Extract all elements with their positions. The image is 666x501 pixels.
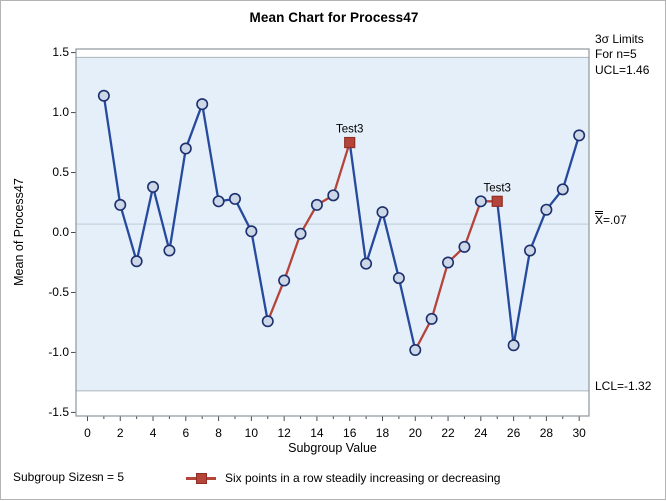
data-point-marker <box>163 244 176 257</box>
data-point-marker <box>179 142 192 155</box>
ucl-label: UCL=1.46 <box>595 63 650 77</box>
subgroup-n-label: n = 5 <box>97 470 125 484</box>
sigma-limits-line2: For n=5 <box>595 47 637 61</box>
data-point-marker <box>458 240 471 253</box>
data-point-marker <box>360 257 373 270</box>
series-segment <box>201 103 220 203</box>
x-tick-label: 22 <box>441 426 455 440</box>
data-point-marker <box>327 189 340 202</box>
series-segment-flagged <box>463 200 482 249</box>
x-tick-label: 30 <box>572 426 586 440</box>
data-point-marker <box>261 315 274 328</box>
x-tick-label: 14 <box>310 426 324 440</box>
series-segment <box>364 210 384 265</box>
series-segment-flagged <box>430 261 450 321</box>
data-point-marker <box>523 244 536 257</box>
data-point-marker <box>114 198 127 211</box>
legend-entry-label: Six points in a row steadily increasing … <box>225 471 501 485</box>
series-segment-flagged <box>283 232 302 282</box>
xbar-label: X=.07 <box>595 211 666 228</box>
series-segment <box>348 141 368 265</box>
sigma-limits-note: 3σ Limits For n=5 <box>595 32 666 62</box>
x-tick-label: 4 <box>149 426 157 440</box>
series-segment <box>250 230 269 323</box>
series-segment <box>496 200 515 347</box>
data-point-marker <box>573 129 586 142</box>
x-tick-label: 6 <box>182 426 190 440</box>
legend-red-square-icon <box>196 473 207 484</box>
series-segment <box>184 103 204 150</box>
x-tick-label: 20 <box>408 426 422 440</box>
y-tick-label: 1.5 <box>52 45 69 60</box>
series-segment <box>512 249 532 347</box>
data-point-marker <box>196 98 209 111</box>
series-segment <box>168 147 187 252</box>
legend: Six points in a row steadily increasing … <box>186 470 500 486</box>
series-segment <box>528 208 548 252</box>
data-point-marker <box>294 227 307 240</box>
x-tick-label: 0 <box>84 426 91 440</box>
series-segment <box>381 210 401 280</box>
plot-frame <box>75 48 590 417</box>
series-segment <box>151 185 171 252</box>
data-point-marker <box>376 206 389 219</box>
chart-title: Mean Chart for Process47 <box>249 10 419 25</box>
x-tick-label: 28 <box>539 426 554 440</box>
data-point-marker <box>97 89 110 102</box>
x-tick-label: 2 <box>116 426 124 440</box>
x-tick-label: 18 <box>375 426 390 440</box>
y-tick-label: 1.0 <box>52 105 69 120</box>
x-tick-label: 12 <box>277 426 291 440</box>
x-tick-label: 26 <box>506 426 521 440</box>
sigma-limits-line1: 3σ Limits <box>595 32 644 46</box>
data-point-marker <box>278 274 291 287</box>
xbar-symbol: X <box>595 211 604 227</box>
series-segment <box>119 203 138 263</box>
y-tick-label: 0.0 <box>52 225 69 239</box>
data-point-marker <box>425 312 438 325</box>
footer: Subgroup Sizes n = 5 Six points in a row… <box>1 470 666 494</box>
test3-label: Test3 <box>336 124 364 136</box>
data-point-marker <box>130 255 143 268</box>
data-point-marker <box>245 225 258 238</box>
x-tick-label: 10 <box>244 426 259 440</box>
series-segment-flagged <box>332 141 351 197</box>
test3-label: Test3 <box>483 182 511 194</box>
x-tick-label: 24 <box>474 426 488 440</box>
data-point-marker <box>540 203 553 216</box>
flagged-point-marker <box>491 195 503 207</box>
y-tick-label: -0.5 <box>48 284 69 299</box>
xbar-value: =.07 <box>603 213 627 227</box>
data-point-marker <box>147 180 160 193</box>
data-point-marker <box>474 195 487 208</box>
x-tick-label: 16 <box>343 426 357 440</box>
flagged-point-marker <box>344 136 356 149</box>
x-tick-label: 8 <box>215 426 222 440</box>
data-point-marker <box>409 344 422 357</box>
y-axis-title: Mean of Process47 <box>12 178 26 286</box>
series-segment-flagged <box>266 279 286 323</box>
subgroup-sizes-label: Subgroup Sizes <box>13 470 98 484</box>
data-point-marker <box>228 192 241 205</box>
data-point-marker <box>507 339 520 352</box>
series-segment <box>102 94 122 207</box>
data-point-marker <box>556 183 569 196</box>
data-point-marker <box>212 195 225 208</box>
lcl-label: LCL=-1.32 <box>595 379 652 393</box>
x-axis-title: Subgroup Value <box>288 441 377 455</box>
series-segment <box>561 134 581 191</box>
legend-flag-marker-icon <box>186 473 216 484</box>
data-point-marker <box>310 198 323 211</box>
data-point-marker <box>392 272 405 285</box>
data-point-marker <box>442 256 455 269</box>
y-tick-label: -1.0 <box>48 344 69 359</box>
y-tick-label: -1.5 <box>48 404 69 419</box>
series-segment <box>135 185 155 263</box>
y-tick-label: 0.5 <box>52 165 69 180</box>
series-segment <box>233 197 253 233</box>
series-segment <box>397 276 417 352</box>
